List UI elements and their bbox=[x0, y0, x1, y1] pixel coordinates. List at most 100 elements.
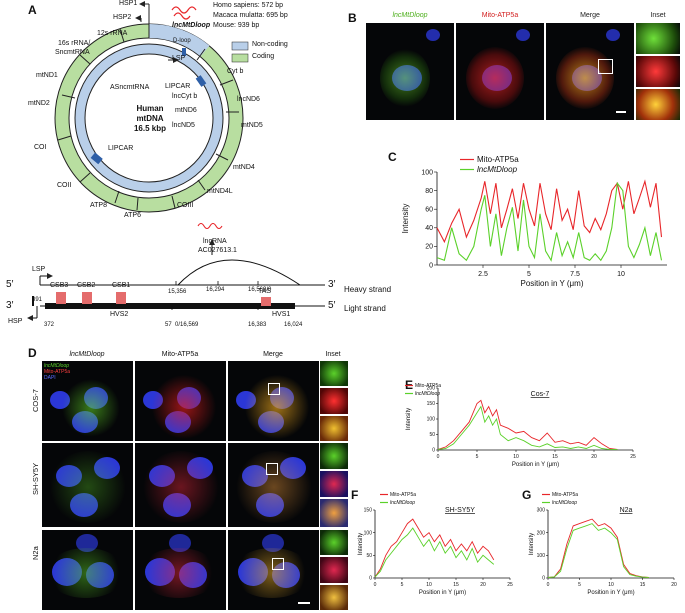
map-light-strand: Light strand bbox=[344, 304, 386, 313]
x-axis-label: Position in Y (μm) bbox=[419, 590, 466, 596]
inner-lipcar-1: LIPCAR bbox=[165, 83, 191, 90]
map-num-0-16569: 0/16,569 bbox=[175, 322, 199, 328]
gene-coiii: COIII bbox=[177, 202, 194, 209]
d-n2a-inset-1 bbox=[320, 530, 348, 555]
d-legend-lnc: lncMtDloop bbox=[44, 363, 70, 369]
series-line-mito-atp5a bbox=[547, 518, 649, 578]
map-csb2: CSB2 bbox=[77, 282, 96, 289]
panel-label-f: F bbox=[351, 488, 359, 502]
series-line-lncmtdloop bbox=[547, 523, 649, 578]
gene-nd5: mtND5 bbox=[241, 122, 263, 129]
center-line-3: 16.5 kbp bbox=[133, 124, 166, 133]
chart-title: Cos-7 bbox=[531, 391, 550, 398]
series-line-mito-atp5a bbox=[374, 518, 495, 578]
mtdna-center-title: Human mtDNA 16.5 kbp bbox=[120, 104, 180, 134]
map-csb1: CSB1 bbox=[112, 282, 131, 289]
y-tick-label: 20 bbox=[425, 244, 433, 251]
b-image-lnc bbox=[366, 23, 454, 120]
d-shsy5y-inset-1 bbox=[320, 443, 348, 469]
b-header-merge: Merge bbox=[580, 12, 600, 19]
x-axis-label: Position in Y (μm) bbox=[587, 590, 634, 596]
map-3prime-bottom: 3′ bbox=[6, 300, 14, 311]
panel-label-g: G bbox=[522, 488, 532, 502]
x-tick-label: 0 bbox=[547, 582, 550, 588]
series-line-lncmtdloop bbox=[436, 181, 663, 262]
legend-coding: Coding bbox=[252, 53, 275, 60]
map-5prime-top: 5′ bbox=[6, 279, 14, 290]
d-cos7-inset-2 bbox=[320, 388, 348, 414]
map-num-57: 57 bbox=[165, 322, 172, 328]
x-tick-label: 10 bbox=[513, 454, 519, 460]
d-legend-atp5a: Mito-ATP5a bbox=[44, 369, 71, 375]
x-tick-label: 5 bbox=[527, 271, 531, 278]
d-cos7-merge bbox=[228, 361, 319, 441]
species-mouse: Mouse: 939 bp bbox=[213, 22, 260, 29]
d-n2a-inset-3 bbox=[320, 585, 348, 610]
x-tick-label: 20 bbox=[480, 582, 486, 588]
y-axis-label: Intensity bbox=[401, 204, 410, 234]
d-n2a-atp5a bbox=[135, 530, 226, 610]
gene-dloop: D-loop bbox=[173, 38, 191, 44]
map-num-15356: 15,356 bbox=[168, 289, 187, 295]
gene-nd4: mtND4 bbox=[233, 164, 255, 171]
panel-label-b: B bbox=[348, 11, 357, 25]
b-inset-green bbox=[636, 23, 680, 54]
map-heavy-strand: Heavy strand bbox=[344, 285, 392, 294]
y-tick-label: 100 bbox=[421, 169, 433, 176]
d-header-lnc: lncMtDloop bbox=[69, 351, 105, 358]
y-tick-label: 0 bbox=[429, 262, 433, 269]
gene-16s: 16s rRNA/ bbox=[58, 40, 91, 47]
species-homo: Homo sapiens: 572 bp bbox=[213, 2, 284, 9]
x-tick-label: 0 bbox=[374, 582, 377, 588]
hsp1-label: HSP1 bbox=[119, 0, 138, 7]
species-macaca: Macaca mulatta: 695 bp bbox=[213, 12, 288, 19]
gene-12s: 12s rRNA bbox=[97, 30, 128, 37]
map-hvs2: HVS2 bbox=[110, 311, 129, 318]
panel-label-d: D bbox=[28, 346, 37, 360]
y-tick-label: 300 bbox=[537, 508, 546, 514]
y-tick-label: 100 bbox=[364, 530, 373, 536]
inner-nd6: mtND6 bbox=[175, 107, 197, 114]
gene-nd1: mtND1 bbox=[36, 72, 58, 79]
d-shsy5y-atp5a bbox=[135, 443, 226, 527]
y-tick-label: 100 bbox=[537, 553, 546, 559]
legend-label: lncMtDloop bbox=[477, 165, 518, 174]
inner-lsp: LSP bbox=[172, 55, 186, 62]
y-tick-label: 150 bbox=[427, 401, 436, 407]
x-axis-label: Position in Y (μm) bbox=[512, 462, 559, 468]
map-num-391: 391 bbox=[32, 297, 43, 303]
gene-nd2: mtND2 bbox=[28, 100, 50, 107]
chart-title: SH-SY5Y bbox=[445, 507, 475, 514]
mtdna-circle-diagram bbox=[27, 1, 325, 321]
chart-e: 0 5 10 15 20 25 0 50 100 150 200 Position in Y (μm)… bbox=[405, 383, 636, 468]
map-lsp: LSP bbox=[32, 266, 46, 273]
chart-title: N2a bbox=[620, 507, 633, 514]
lnc-name-label: lncMtDloop bbox=[172, 22, 211, 29]
inner-asncmt: ASncmtRNA bbox=[110, 84, 150, 91]
d-n2a-inset-2 bbox=[320, 557, 348, 583]
inner-lncnd5: lncND5 bbox=[172, 122, 195, 129]
map-lncrna-2: AC027613.1 bbox=[198, 247, 237, 254]
legend-label: lncMtDloop bbox=[552, 500, 577, 506]
inner-lipcar-2: LIPCAR bbox=[108, 145, 134, 152]
center-line-2: mtDNA bbox=[136, 114, 164, 123]
d-n2a-merge bbox=[228, 530, 319, 610]
d-shsy5y-inset-3 bbox=[320, 499, 348, 527]
x-tick-label: 5 bbox=[578, 582, 581, 588]
x-tick-label: 10 bbox=[617, 271, 625, 278]
series-line-lncmtdloop bbox=[437, 405, 618, 450]
x-tick-label: 5 bbox=[401, 582, 404, 588]
center-line-1: Human bbox=[136, 104, 164, 113]
x-tick-label: 15 bbox=[453, 582, 459, 588]
y-tick-label: 0 bbox=[542, 576, 545, 582]
y-tick-label: 80 bbox=[425, 188, 433, 195]
b-inset-red bbox=[636, 56, 680, 87]
map-tas: TAS bbox=[258, 288, 272, 295]
b-header-lnc: lncMtDloop bbox=[392, 12, 428, 19]
d-shsy5y-merge bbox=[228, 443, 319, 527]
legend-label: Mito-ATP5a bbox=[415, 383, 441, 389]
y-tick-label: 0 bbox=[432, 448, 435, 454]
x-tick-label: 10 bbox=[608, 582, 614, 588]
gene-coi: COI bbox=[34, 144, 47, 151]
